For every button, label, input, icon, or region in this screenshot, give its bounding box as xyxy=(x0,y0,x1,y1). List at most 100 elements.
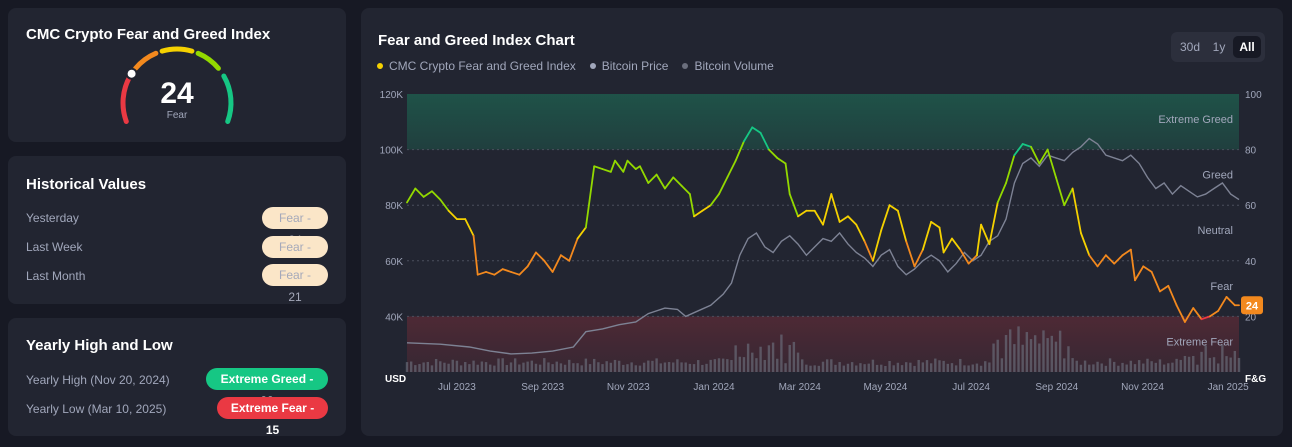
volume-bar xyxy=(1229,357,1232,372)
volume-bar xyxy=(1042,330,1045,372)
x-tick: Jul 2023 xyxy=(438,382,476,393)
volume-bar xyxy=(684,362,687,372)
volume-bar xyxy=(1162,364,1166,372)
fear-greed-segment xyxy=(1088,254,1099,268)
volume-bar xyxy=(850,362,854,372)
historical-row-badge: Fear - 21 xyxy=(262,264,328,304)
volume-bar xyxy=(414,365,417,372)
volume-bar xyxy=(1104,365,1108,372)
volume-bar xyxy=(447,363,450,372)
volume-bar xyxy=(659,363,662,372)
volume-bar xyxy=(1154,362,1157,372)
volume-bar xyxy=(501,358,504,372)
fear-greed-segment xyxy=(751,126,762,134)
fear-greed-segment xyxy=(996,182,1007,204)
volume-bar xyxy=(443,362,446,372)
zone-label: Fear xyxy=(1210,281,1233,293)
fear-greed-segment xyxy=(1192,307,1203,321)
volume-bar xyxy=(588,364,592,372)
fear-greed-segment xyxy=(776,157,787,165)
historical-row-label: Yesterday xyxy=(26,211,79,225)
fear-greed-segment xyxy=(535,251,546,262)
fear-greed-segment xyxy=(622,159,629,173)
volume-bar xyxy=(963,365,966,372)
volume-bar xyxy=(1137,360,1141,372)
volume-bar xyxy=(813,365,816,372)
range-all-button[interactable]: All xyxy=(1233,36,1261,58)
volume-bar xyxy=(988,362,991,372)
legend-item-bitcoin-volume[interactable]: Bitcoin Volume xyxy=(682,59,774,73)
fear-greed-segment xyxy=(847,215,858,226)
chart-title: Fear and Greed Index Chart xyxy=(378,32,575,49)
volume-bar xyxy=(1021,344,1024,372)
fear-greed-segment xyxy=(1104,254,1116,265)
volume-bar xyxy=(613,359,617,372)
historical-row-badge: Fear - 31 xyxy=(262,236,328,276)
volume-bar xyxy=(617,360,621,372)
fear-greed-segment xyxy=(701,204,712,212)
yearly-high-badge: Extreme Greed - 88 xyxy=(206,368,328,408)
y-left-tick: 100K xyxy=(380,146,404,157)
gauge-label: Fear xyxy=(167,110,188,121)
volume-bar xyxy=(954,365,958,372)
volume-bar xyxy=(505,365,509,372)
fear-greed-segment xyxy=(422,190,433,198)
volume-bar xyxy=(1054,341,1058,372)
volume-bar xyxy=(522,362,525,372)
yearly-high-label: Yearly High (Nov 20, 2024) xyxy=(26,373,170,387)
volume-bar xyxy=(489,364,492,372)
volume-bar xyxy=(971,364,974,372)
volume-bar xyxy=(642,362,646,372)
fear-greed-segment xyxy=(830,193,841,223)
legend-label: CMC Crypto Fear and Greed Index xyxy=(389,59,576,73)
volume-bar xyxy=(863,364,866,372)
legend-item-fear-greed[interactable]: CMC Crypto Fear and Greed Index xyxy=(377,59,576,73)
fear-greed-segment xyxy=(593,165,604,170)
fear-greed-segment xyxy=(510,271,521,276)
legend-item-bitcoin-price[interactable]: Bitcoin Price xyxy=(589,59,669,73)
volume-bar xyxy=(942,360,945,372)
volume-bar xyxy=(1142,363,1145,372)
volume-bar xyxy=(905,362,908,372)
volume-bar xyxy=(746,343,750,372)
volume-bar xyxy=(1217,363,1220,372)
volume-bar xyxy=(834,364,837,372)
y-right-tick: 60 xyxy=(1245,201,1257,212)
volume-bar xyxy=(1121,362,1124,372)
volume-bar xyxy=(526,361,529,372)
volume-bar xyxy=(776,358,779,372)
range-30d-button[interactable]: 30d xyxy=(1179,40,1201,54)
fear-greed-segment xyxy=(709,193,720,207)
volume-bar xyxy=(459,365,463,372)
volume-bar xyxy=(1004,334,1008,372)
volume-bar xyxy=(1071,358,1074,372)
volume-bar xyxy=(751,352,754,372)
volume-bar xyxy=(555,361,558,372)
fear-greed-segment xyxy=(913,248,924,268)
volume-bar xyxy=(1113,361,1116,372)
x-tick: Sep 2023 xyxy=(521,382,564,393)
fear-greed-segment xyxy=(1038,148,1049,165)
volume-bar xyxy=(1129,360,1133,372)
fear-greed-segment xyxy=(888,204,899,212)
volume-bar xyxy=(530,360,533,372)
volume-bar xyxy=(913,365,916,372)
volume-bar xyxy=(1212,357,1216,372)
volume-bar xyxy=(543,358,546,372)
range-1y-button[interactable]: 1y xyxy=(1212,40,1226,54)
volume-bar xyxy=(950,363,954,372)
volume-bar xyxy=(518,364,521,372)
volume-bar xyxy=(439,361,442,372)
yearly-high-date: (Nov 20, 2024) xyxy=(90,373,170,387)
volume-bar xyxy=(405,362,409,372)
volume-bar xyxy=(1125,364,1128,372)
volume-bar xyxy=(634,365,637,372)
legend-label: Bitcoin Price xyxy=(601,59,669,73)
volume-bar xyxy=(1000,358,1004,372)
left-axis-unit: USD xyxy=(385,374,406,385)
gauge-value: 24 xyxy=(160,77,194,110)
gauge-arc-extreme-fear xyxy=(120,73,133,124)
volume-bar xyxy=(705,363,708,372)
gauge-arc-extreme-greed xyxy=(221,73,234,124)
y-right-tick: 20 xyxy=(1245,312,1257,323)
